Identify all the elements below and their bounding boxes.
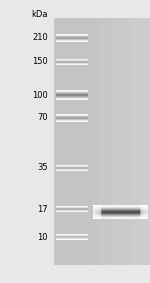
Text: 150: 150 [32, 57, 48, 67]
Text: 210: 210 [32, 33, 48, 42]
Text: 35: 35 [37, 164, 48, 173]
Text: 100: 100 [32, 91, 48, 100]
Text: 70: 70 [37, 113, 48, 123]
Text: kDa: kDa [32, 10, 48, 19]
Text: 10: 10 [38, 233, 48, 241]
Text: 17: 17 [37, 205, 48, 213]
